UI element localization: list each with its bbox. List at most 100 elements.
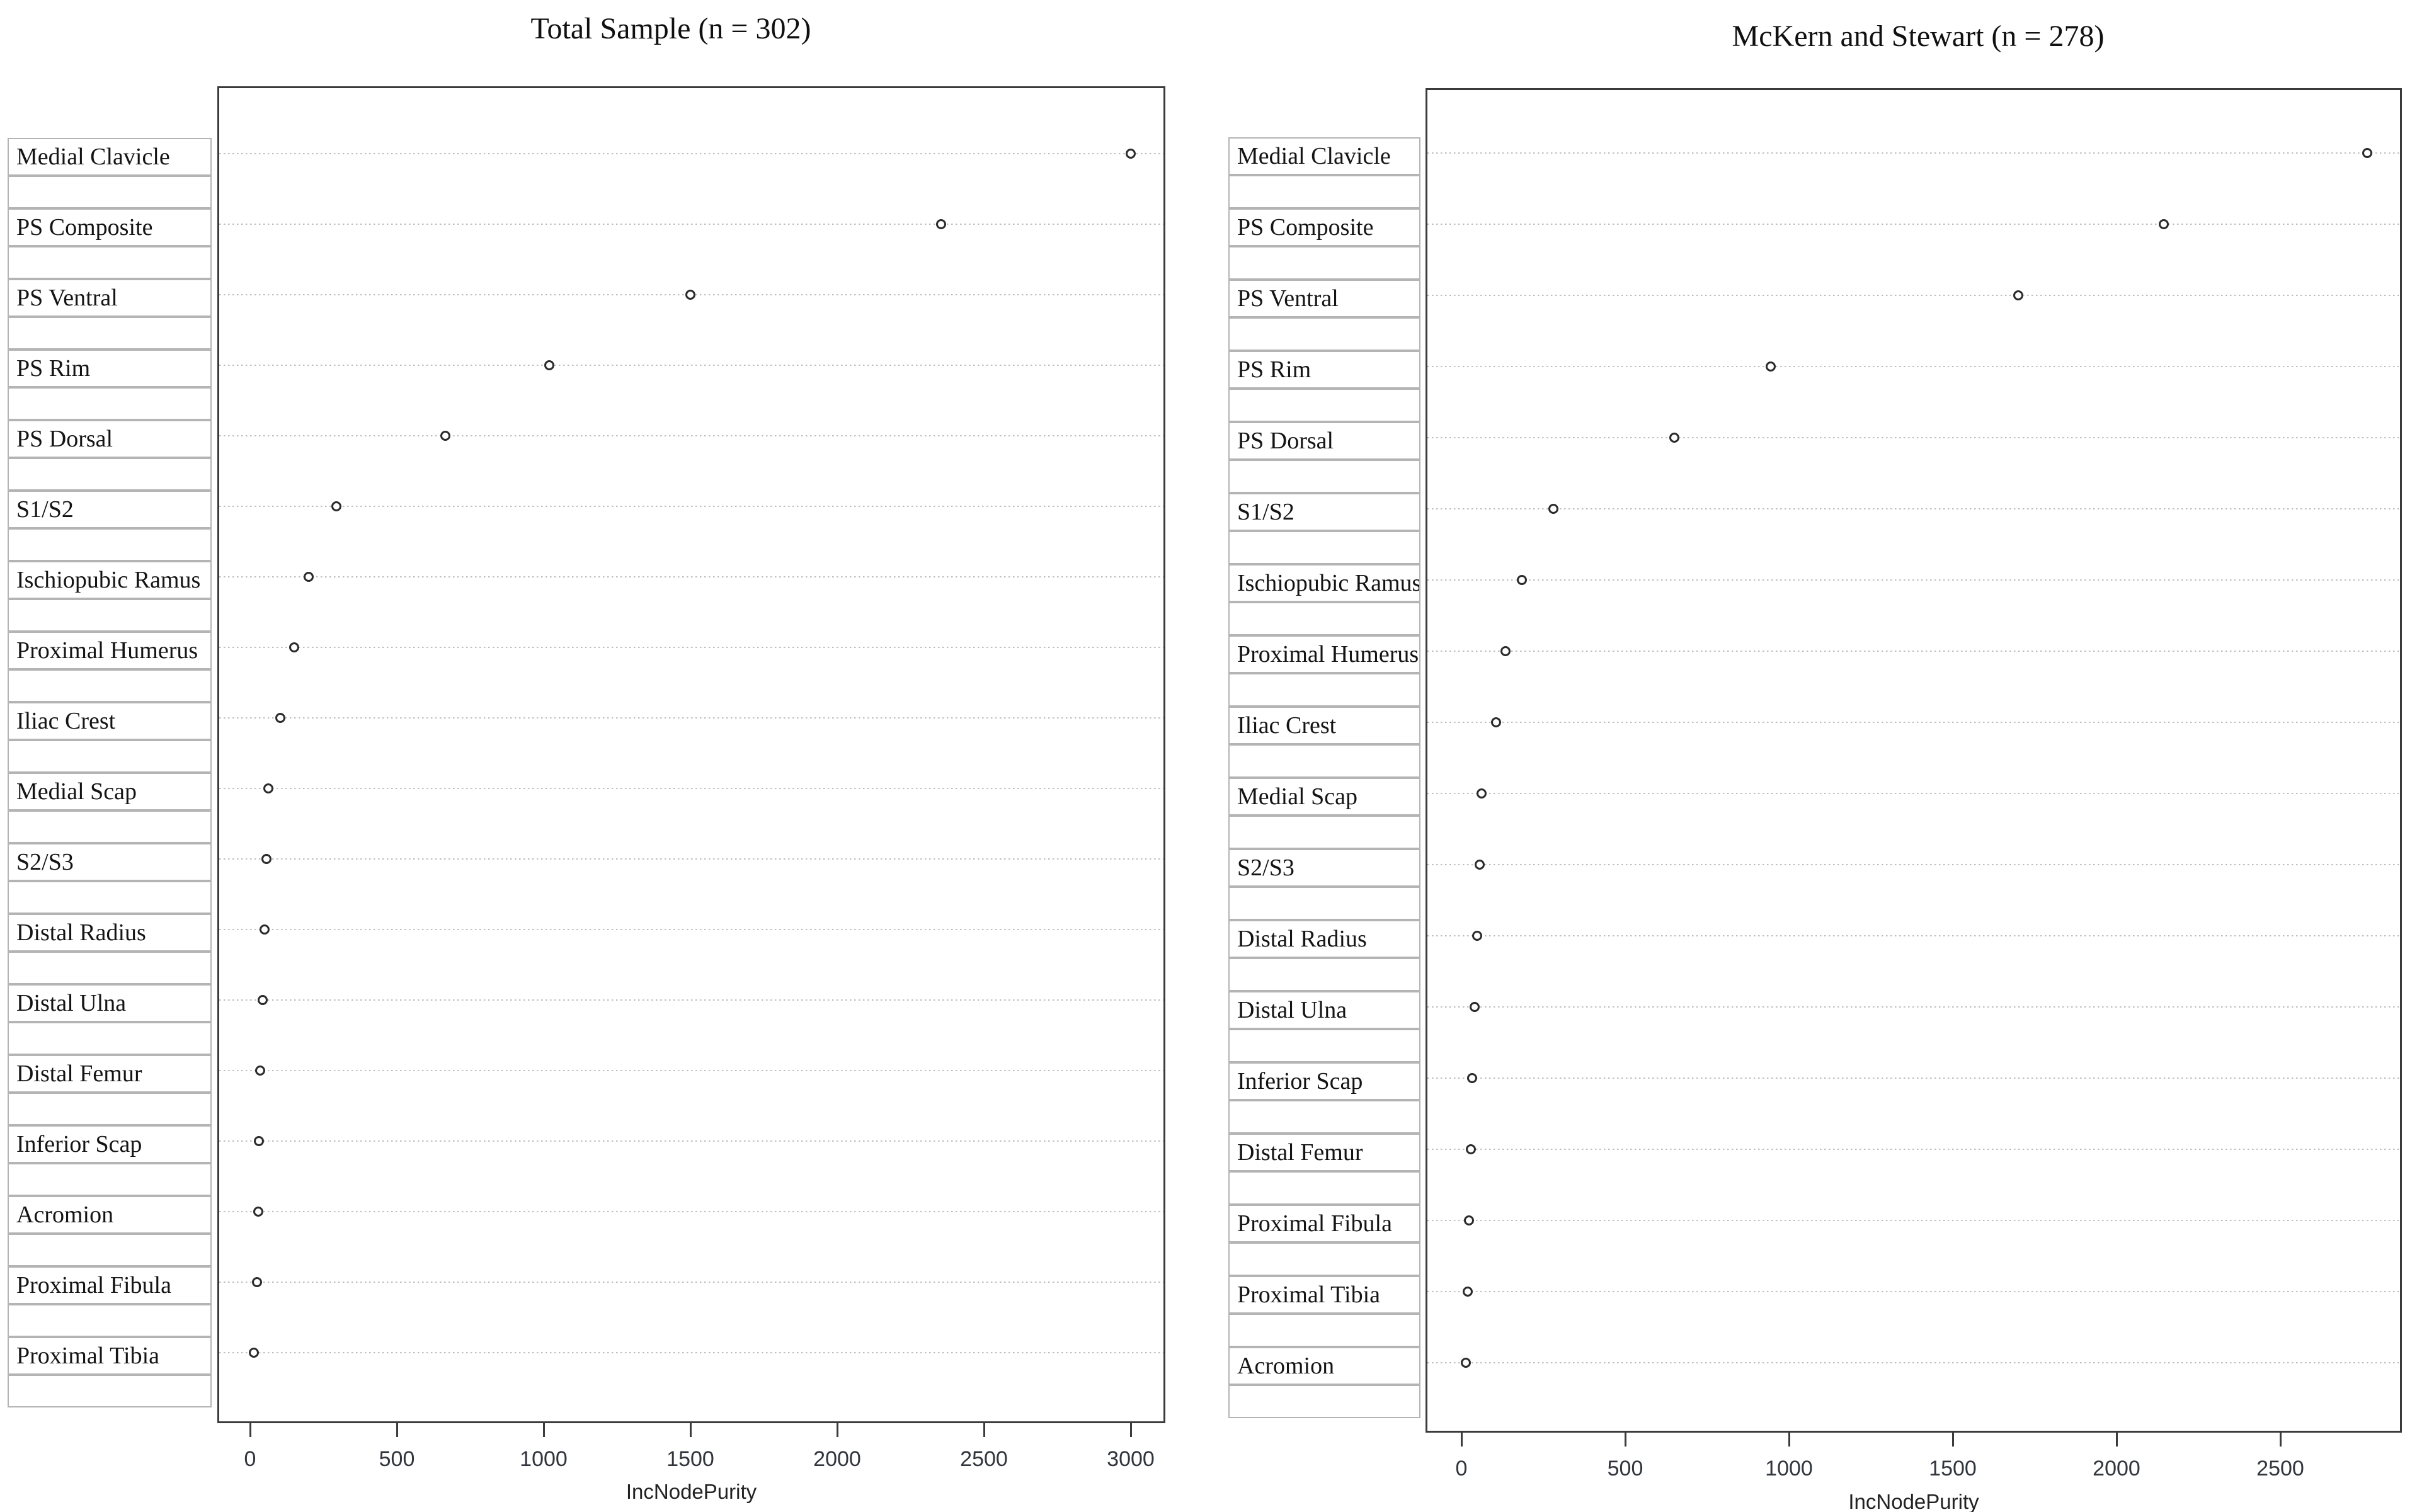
- y-axis-label: Acromion: [8, 1196, 212, 1234]
- y-axis-label: Inferior Scap: [8, 1125, 212, 1163]
- y-axis-spacer-cell: [8, 458, 212, 491]
- y-axis-label: Distal Ulna: [8, 984, 212, 1022]
- gridline: [1427, 864, 2400, 865]
- y-axis-spacer-cell: [1228, 1100, 1420, 1134]
- x-axis-title: IncNodePurity: [626, 1480, 757, 1503]
- x-axis-tick-label: 1000: [1765, 1457, 1813, 1481]
- data-point: [1460, 1358, 1471, 1368]
- x-axis-tick-label: 1500: [1929, 1457, 1977, 1481]
- y-axis-spacer-cell: [8, 1163, 212, 1196]
- y-axis-spacer-cell: [1228, 531, 1420, 564]
- data-point: [1465, 1144, 1476, 1154]
- data-point: [1669, 433, 1679, 443]
- data-point: [1474, 860, 1485, 870]
- data-point: [1490, 717, 1501, 727]
- x-axis-tick-label: 2500: [2256, 1457, 2304, 1481]
- gridline: [1427, 1291, 2400, 1292]
- gridline: [1427, 1077, 2400, 1079]
- data-point: [544, 360, 555, 370]
- y-axis-label: Ischiopubic Ramus: [8, 561, 212, 599]
- data-point: [1500, 646, 1511, 656]
- y-axis-label: Medial Scap: [8, 773, 212, 810]
- y-axis-label: Medial Clavicle: [8, 138, 212, 176]
- gridline: [219, 153, 1163, 154]
- gridline: [219, 365, 1163, 366]
- gridline: [219, 929, 1163, 930]
- data-point: [257, 995, 268, 1005]
- data-point: [2013, 290, 2023, 300]
- gridline: [1427, 295, 2400, 296]
- y-axis-label: PS Ventral: [1228, 280, 1420, 317]
- data-point: [936, 219, 947, 229]
- gridline: [219, 435, 1163, 436]
- gridline: [1427, 722, 2400, 723]
- panel-title-mckern-stewart: McKern and Stewart (n = 278): [1732, 20, 2105, 53]
- gridline: [219, 224, 1163, 225]
- y-axis-label: Acromion: [1228, 1347, 1420, 1385]
- y-axis-spacer-cell: [8, 317, 212, 350]
- data-point: [1517, 575, 1528, 585]
- y-axis-label: Proximal Fibula: [1228, 1205, 1420, 1242]
- x-axis-tick: [543, 1423, 545, 1437]
- gridline: [219, 717, 1163, 719]
- y-axis-label: S2/S3: [1228, 849, 1420, 887]
- gridline: [1427, 579, 2400, 581]
- data-point: [331, 501, 342, 511]
- y-axis-spacer-cell: [1228, 389, 1420, 422]
- y-axis-label: PS Composite: [1228, 208, 1420, 246]
- y-axis-label: S1/S2: [1228, 493, 1420, 531]
- gridline: [219, 788, 1163, 789]
- x-axis-title: IncNodePurity: [1848, 1490, 1979, 1512]
- data-point: [2159, 219, 2169, 229]
- y-axis-spacer-cell: [8, 599, 212, 632]
- data-point: [440, 431, 450, 441]
- x-axis-tick-label: 2500: [960, 1447, 1008, 1471]
- y-axis-label: Proximal Tibia: [8, 1337, 212, 1375]
- plot-border: [1426, 88, 2402, 1433]
- y-axis-label: Distal Femur: [1228, 1134, 1420, 1171]
- y-axis-label: Inferior Scap: [1228, 1062, 1420, 1100]
- data-point: [248, 1348, 259, 1358]
- y-axis-spacer-cell: [1228, 1385, 1420, 1418]
- x-axis-tick: [1788, 1433, 1790, 1447]
- y-axis-spacer-cell: [8, 528, 212, 561]
- gridline: [1427, 1149, 2400, 1150]
- y-axis-spacer-cell: [8, 1375, 212, 1407]
- data-point: [1126, 149, 1136, 159]
- y-axis-label: Iliac Crest: [1228, 707, 1420, 744]
- y-axis-label: Distal Femur: [8, 1055, 212, 1093]
- y-axis-label: PS Composite: [8, 208, 212, 246]
- y-axis-label: PS Dorsal: [8, 420, 212, 458]
- gridline: [219, 1282, 1163, 1283]
- x-axis-tick-label: 2000: [2093, 1457, 2140, 1481]
- x-axis-tick: [837, 1423, 838, 1437]
- y-axis-spacer-cell: [8, 881, 212, 914]
- data-point: [1467, 1073, 1478, 1083]
- gridline: [219, 1070, 1163, 1071]
- x-axis-tick-label: 3000: [1107, 1447, 1155, 1471]
- gridline: [219, 1352, 1163, 1353]
- y-axis-spacer-cell: [1228, 317, 1420, 351]
- x-axis-tick: [249, 1423, 251, 1437]
- data-point: [253, 1136, 264, 1146]
- x-axis-tick: [2280, 1433, 2282, 1447]
- y-axis-label: PS Rim: [1228, 351, 1420, 389]
- y-axis-spacer-cell: [1228, 1029, 1420, 1062]
- y-axis-spacer-cell: [8, 669, 212, 702]
- gridline: [1427, 437, 2400, 438]
- y-axis-label: Medial Scap: [1228, 778, 1420, 816]
- gridline: [219, 1140, 1163, 1142]
- data-point: [252, 1277, 263, 1287]
- x-axis-tick-label: 0: [1455, 1457, 1468, 1481]
- y-axis-spacer-cell: [1228, 887, 1420, 920]
- y-axis-spacer-cell: [1228, 602, 1420, 635]
- y-axis-label: PS Rim: [8, 350, 212, 387]
- x-axis-tick-label: 500: [379, 1447, 415, 1471]
- data-point: [1766, 361, 1776, 372]
- x-axis-tick: [1130, 1423, 1132, 1437]
- y-axis-spacer-cell: [1228, 816, 1420, 849]
- data-point: [1477, 788, 1487, 799]
- x-axis-tick: [1461, 1433, 1463, 1447]
- y-axis-spacer-cell: [8, 1093, 212, 1125]
- plot-border: [217, 86, 1165, 1423]
